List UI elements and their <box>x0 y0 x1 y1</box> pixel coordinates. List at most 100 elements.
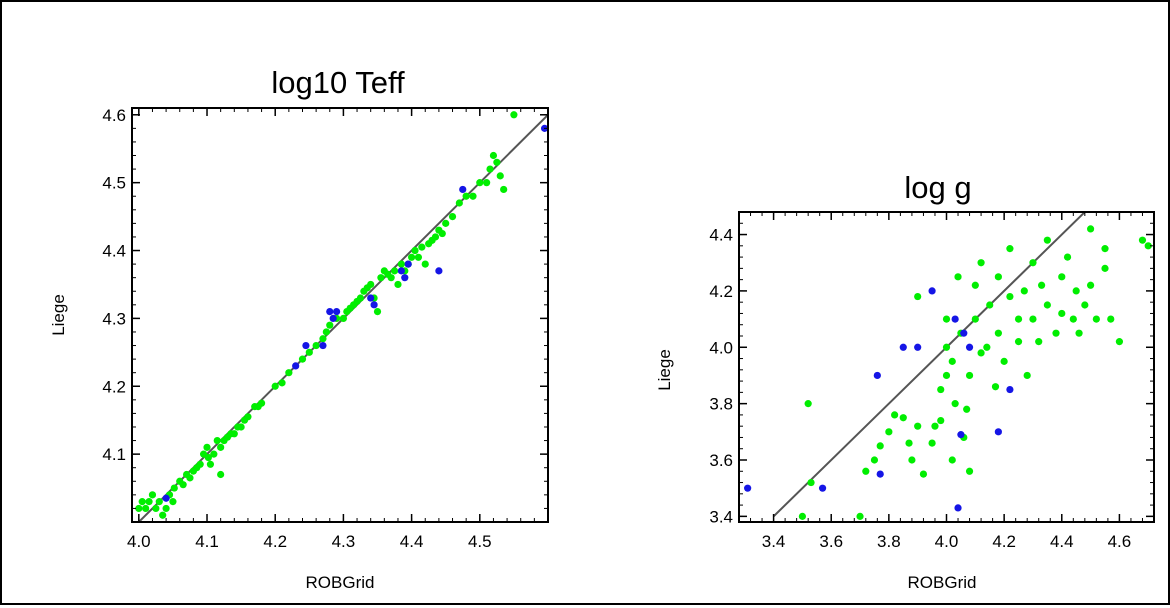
data-point <box>298 355 307 363</box>
data-point <box>387 274 395 282</box>
data-point <box>951 315 959 323</box>
data-point <box>1023 371 1031 380</box>
data-point <box>957 431 965 439</box>
data-point <box>500 185 508 194</box>
data-point <box>170 484 178 492</box>
data-point <box>367 280 375 289</box>
data-point <box>138 498 146 506</box>
data-point <box>1101 245 1109 253</box>
x-tick-label: 4.6 <box>1108 532 1132 551</box>
data-point <box>271 382 279 390</box>
data-point <box>476 179 484 187</box>
plot-area-frame <box>738 211 1155 523</box>
data-point <box>965 467 974 475</box>
data-point <box>1086 225 1095 233</box>
data-point <box>1006 245 1014 253</box>
chart-title: log g <box>904 170 971 205</box>
data-point <box>928 287 936 295</box>
data-point <box>899 414 907 422</box>
data-point <box>991 383 1000 391</box>
data-point <box>510 111 518 119</box>
data-point <box>162 494 170 502</box>
data-point <box>977 259 985 267</box>
data-point <box>951 400 959 408</box>
data-point <box>278 379 286 387</box>
chart-marks <box>744 212 1152 520</box>
data-point <box>203 443 211 451</box>
data-point <box>744 484 752 492</box>
data-point <box>421 260 429 268</box>
data-point <box>1072 287 1080 295</box>
data-point <box>206 460 215 468</box>
data-point <box>798 512 807 520</box>
data-point <box>367 294 375 302</box>
data-point <box>217 470 225 479</box>
data-point <box>370 301 378 309</box>
data-point <box>1020 287 1028 295</box>
data-point <box>230 430 238 438</box>
data-point <box>948 456 956 464</box>
y-tick-label: 4.0 <box>709 338 733 357</box>
data-point <box>1069 315 1077 323</box>
data-point <box>1086 281 1095 289</box>
y-axis-label: Liege <box>655 349 674 391</box>
data-point <box>1038 281 1046 289</box>
y-tick-label: 4.4 <box>102 242 126 261</box>
data-point <box>1058 273 1066 281</box>
chart-panel-log-g: log g ROBGrid Liege 3.4 3.6 3.8 4.0 4.2 4.4 4.… <box>655 170 1155 592</box>
data-point <box>411 246 419 255</box>
y-tick-label: 4.6 <box>102 106 126 125</box>
data-point <box>489 151 498 160</box>
data-point <box>442 219 450 227</box>
data-point <box>818 484 827 492</box>
data-point <box>914 343 922 351</box>
axis-ticks: 4.0 4.1 4.2 4.3 4.4 4.5 4.1 4.2 4.3 4.4 4.5 4.6 <box>102 106 549 551</box>
data-point <box>431 233 440 241</box>
data-point <box>963 405 971 413</box>
data-point <box>1035 338 1043 346</box>
data-point <box>1101 264 1109 272</box>
data-point <box>804 400 812 408</box>
data-point <box>971 281 979 289</box>
data-point <box>914 292 922 301</box>
data-point <box>390 267 399 275</box>
data-point <box>1063 253 1072 261</box>
y-tick-label: 4.2 <box>102 377 126 396</box>
data-point <box>152 504 160 513</box>
axis-ticks: 3.4 3.6 3.8 4.0 4.2 4.4 4.6 3.4 3.6 3.8 4.0 4.2 4.4 <box>709 211 1155 551</box>
data-point <box>891 411 899 419</box>
chart-title: log10 Teff <box>271 65 405 100</box>
data-point <box>244 413 252 421</box>
data-point <box>994 428 1002 436</box>
x-tick-label: 4.2 <box>263 532 287 551</box>
data-point <box>169 498 177 506</box>
y-tick-label: 4.5 <box>102 174 126 193</box>
data-point <box>986 301 994 309</box>
data-point <box>394 280 402 289</box>
plot-area-frame <box>131 107 549 523</box>
series-2 <box>162 124 549 502</box>
data-point <box>322 328 330 336</box>
data-point <box>213 436 221 445</box>
data-point <box>356 294 365 302</box>
data-point <box>186 474 194 482</box>
data-point <box>937 416 945 425</box>
chart-panel-log10-teff: log10 Teff ROBGrid Liege 4.0 4.1 4.2 4.3 4.4… <box>49 65 549 592</box>
data-point <box>204 453 212 462</box>
data-point <box>856 512 864 520</box>
data-point <box>862 467 870 475</box>
data-point <box>469 192 477 200</box>
data-point <box>942 371 951 380</box>
x-axis-label: ROBGrid <box>306 573 375 592</box>
x-tick-label: 4.2 <box>992 532 1016 551</box>
data-point <box>960 329 968 337</box>
x-tick-label: 3.6 <box>819 532 843 551</box>
data-point <box>455 199 463 207</box>
data-point <box>329 314 337 322</box>
data-point <box>135 504 143 513</box>
data-point <box>908 456 916 464</box>
data-point <box>401 274 409 282</box>
data-point <box>312 341 320 350</box>
y-tick-label: 4.3 <box>102 309 126 328</box>
